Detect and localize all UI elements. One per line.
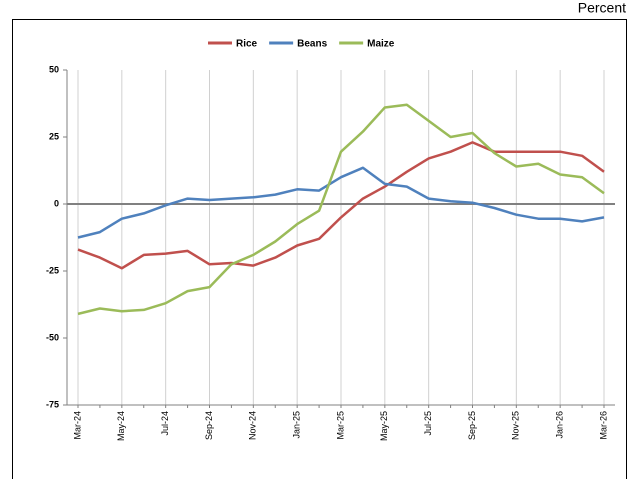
x-tick-label: Jul-24: [160, 411, 170, 436]
x-tick-label: Sep-25: [467, 411, 477, 440]
legend-label: Rice: [236, 39, 258, 50]
y-tick-label: -75: [46, 399, 59, 409]
series-line: [77, 103, 605, 316]
y-tick-label: 0: [54, 198, 59, 208]
y-tick-label: -50: [46, 332, 59, 342]
x-tick-label: Nov-24: [248, 411, 258, 440]
x-tick-label: May-24: [116, 411, 126, 441]
x-tick-label: Jan-26: [555, 411, 565, 439]
x-tick-label: Mar-24: [72, 411, 82, 440]
x-tick-label: Jan-25: [292, 411, 302, 439]
unit-label: Percent: [578, 0, 626, 16]
y-tick-label: -25: [46, 265, 59, 275]
series-line: [77, 166, 605, 239]
series-line: [77, 141, 605, 270]
x-tick-label: May-25: [379, 411, 389, 441]
x-tick-label: Sep-24: [204, 411, 214, 440]
legend-label: Beans: [297, 39, 327, 50]
y-tick-label: 25: [49, 131, 59, 141]
y-tick-label: 50: [49, 64, 59, 74]
x-tick-label: Mar-25: [335, 411, 345, 440]
x-tick-label: Nov-25: [511, 411, 521, 440]
x-tick-label: Jul-25: [423, 411, 433, 436]
x-tick-label: Mar-26: [598, 411, 608, 440]
chart-frame: [12, 19, 627, 479]
legend-label: Maize: [367, 39, 395, 50]
